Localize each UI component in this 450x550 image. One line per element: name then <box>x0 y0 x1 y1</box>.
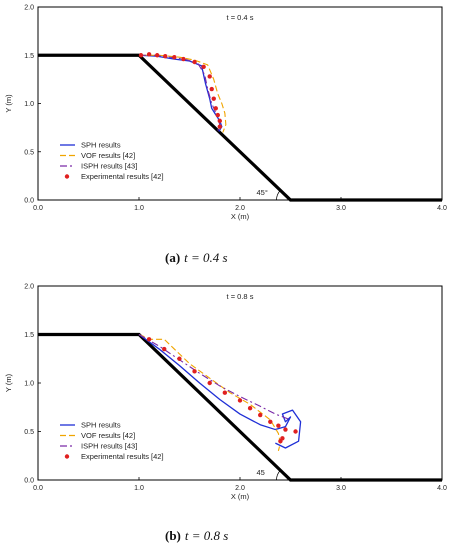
data-point-experimental <box>207 380 212 386</box>
time-label: t = 0.8 s <box>227 292 254 301</box>
figure-caption: (b) t = 0.8 s <box>165 528 228 543</box>
data-point-experimental <box>217 124 222 129</box>
data-point-experimental <box>138 53 144 58</box>
data-point-experimental <box>177 356 182 361</box>
x-tick-label: 1.0 <box>134 485 144 492</box>
legend-label: SPH results <box>81 421 121 430</box>
y-tick-label: 0.5 <box>24 429 34 436</box>
angle-arc <box>276 189 281 201</box>
series-line-vof-results <box>138 333 281 452</box>
y-tick-label: 1.5 <box>24 332 34 339</box>
data-point-experimental <box>192 369 197 374</box>
y-tick-label: 2.0 <box>24 284 34 291</box>
data-point-experimental <box>192 59 197 65</box>
y-tick-label: 0.5 <box>24 149 34 156</box>
legend-label: Experimental results [42] <box>81 452 164 461</box>
series-line-vof-results <box>141 54 227 133</box>
legend-label: Experimental results [42] <box>81 172 164 181</box>
y-axis-label: Y (m) <box>4 373 13 392</box>
data-point-experimental <box>258 412 263 418</box>
caption-text: t = 0.4 s <box>184 250 227 265</box>
legend-label: ISPH results [43] <box>81 162 137 171</box>
series-line-sph-results <box>138 333 302 449</box>
x-tick-label: 4.0 <box>437 485 447 492</box>
channel-wall <box>38 332 442 482</box>
data-point-experimental <box>276 423 281 428</box>
data-point-experimental <box>268 419 273 424</box>
channel-wall <box>38 53 442 202</box>
figure-caption: (a) t = 0.4 s <box>165 250 228 265</box>
y-tick-label: 1.0 <box>24 381 34 388</box>
x-tick-label: 4.0 <box>437 205 447 212</box>
x-tick-label: 1.0 <box>134 205 144 212</box>
data-point-experimental <box>162 346 167 352</box>
data-point-experimental <box>283 427 288 432</box>
legend-label: ISPH results [43] <box>81 442 137 451</box>
angle-arc <box>276 469 281 481</box>
x-axis-label: X (m) <box>231 492 250 501</box>
data-point-experimental <box>215 112 220 118</box>
x-tick-label: 2.0 <box>235 205 245 212</box>
y-axis-label: Y (m) <box>4 94 13 113</box>
x-tick-label: 3.0 <box>336 205 346 212</box>
x-tick-label: 3.0 <box>336 485 346 492</box>
data-point-experimental <box>154 53 160 58</box>
plot-frame <box>37 285 443 481</box>
data-point-experimental <box>280 436 285 441</box>
data-point-experimental <box>172 54 177 60</box>
data-point-experimental <box>213 106 218 111</box>
legend-label: VOF results [42] <box>81 151 135 160</box>
data-point-experimental <box>217 118 222 124</box>
legend-label: SPH results <box>81 141 121 150</box>
angle-label: 45 <box>257 468 265 477</box>
y-tick-label: 1.0 <box>24 101 34 108</box>
data-point-experimental <box>163 54 168 59</box>
data-point-experimental <box>201 64 206 70</box>
angle-label: 45° <box>257 188 268 197</box>
x-tick-label: 2.0 <box>235 485 245 492</box>
chart-panel-b: 0.0 1.0 2.0 3.0 4.00.00.51.01.52.0X (m)Y (m)… <box>4 284 447 544</box>
y-tick-label: 0.0 <box>24 198 34 205</box>
data-point-experimental <box>209 86 214 92</box>
caption-letter: (a) <box>165 250 180 265</box>
data-point-experimental <box>247 406 253 411</box>
x-tick-label: 0.0 <box>33 205 43 212</box>
y-tick-label: 2.0 <box>24 5 34 12</box>
y-tick-label: 0.0 <box>24 478 34 485</box>
data-point-experimental <box>146 52 152 57</box>
x-tick-label: 0.0 <box>33 485 43 492</box>
x-axis-label: X (m) <box>231 212 250 221</box>
legend-label: VOF results [42] <box>81 431 135 440</box>
legend-marker <box>64 174 70 179</box>
data-point-experimental <box>146 337 152 342</box>
plot-frame <box>37 6 443 201</box>
caption-letter: (b) <box>165 528 181 543</box>
time-label: t = 0.4 s <box>227 13 254 22</box>
chart-panel-a: 0.0 1.0 2.0 3.0 4.00.00.51.01.52.0X (m)Y (m)… <box>4 5 447 266</box>
series-line-isph-results <box>138 334 291 421</box>
data-point-experimental <box>293 429 298 434</box>
legend-marker <box>64 454 70 459</box>
data-point-experimental <box>222 390 228 395</box>
data-point-experimental <box>211 96 216 101</box>
data-point-experimental <box>237 398 243 403</box>
caption-text: t = 0.8 s <box>185 528 228 543</box>
y-tick-label: 1.5 <box>24 53 34 60</box>
data-point-experimental <box>181 56 186 62</box>
data-point-experimental <box>207 74 212 79</box>
